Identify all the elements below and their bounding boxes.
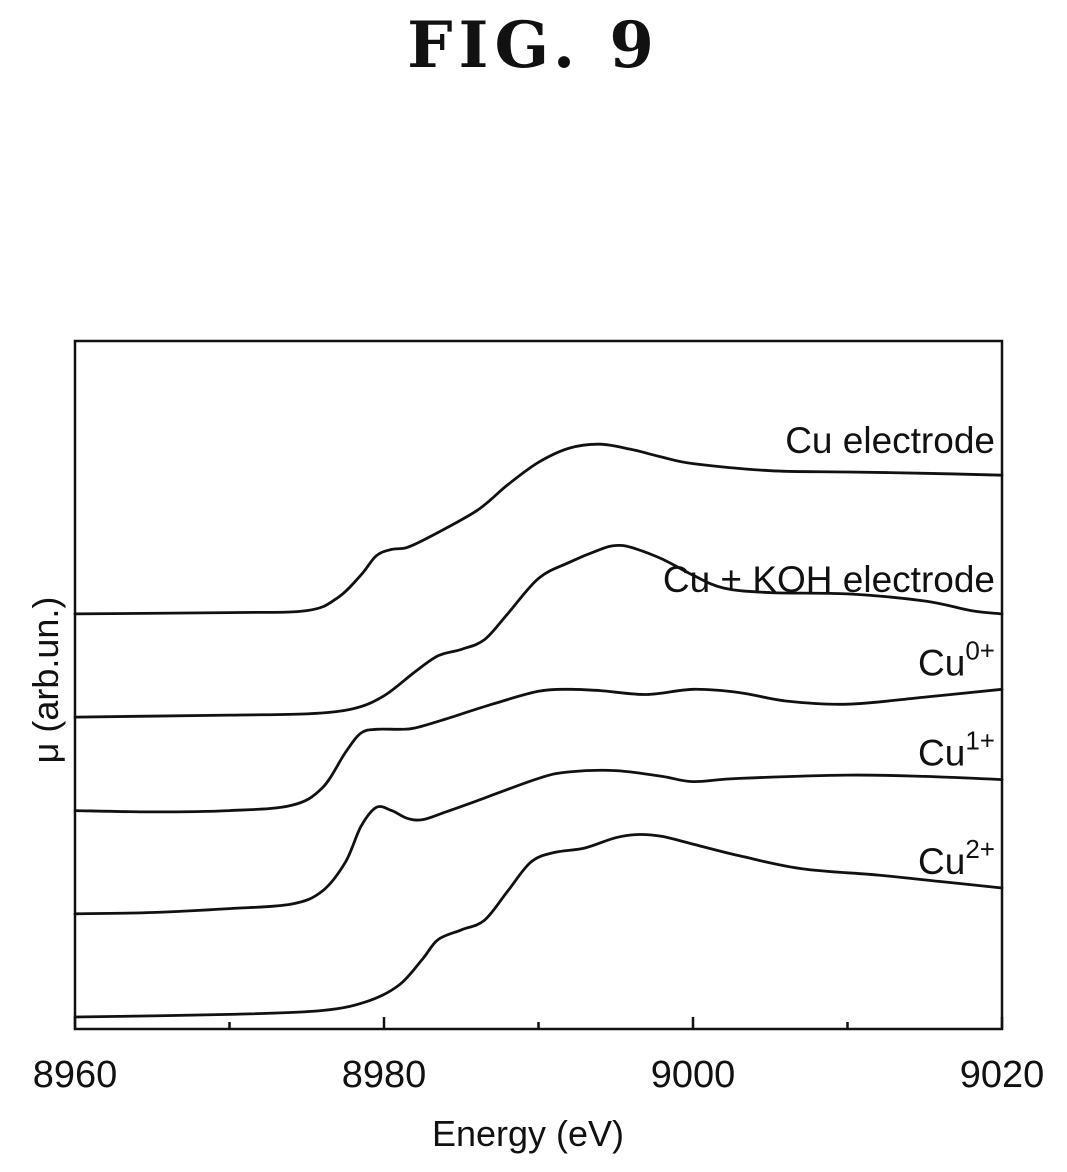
series-line [73,687,1004,814]
series-label-base: Cu [918,642,965,683]
y-axis-label: μ (arb.un.) [25,597,66,764]
series-label-base: Cu [918,733,965,774]
x-tick-label: 9000 [651,1054,736,1096]
series-label: Cu electrode [785,420,995,461]
x-axis-label: Energy (eV) [432,1113,624,1154]
series-label: Cu2+ [918,834,995,882]
series-line [73,442,1004,616]
x-tick-label: 9020 [960,1054,1045,1096]
series-label-superscript: 1+ [965,726,995,756]
series-label: Cu0+ [918,635,995,683]
series-line [73,833,1004,1019]
figure-label: FIG. 9 [407,8,660,83]
x-tick-label: 8980 [342,1054,427,1096]
series-label-superscript: 0+ [965,635,995,665]
series-line [73,543,1004,719]
series-line [73,768,1004,916]
series-label-superscript: 2+ [965,834,995,864]
series-label-base: Cu [918,841,965,882]
series-label-base: Cu + KOH electrode [663,559,995,600]
x-tick-label: 8960 [33,1054,118,1096]
series-label: Cu + KOH electrode [663,559,995,600]
series-label: Cu1+ [918,726,995,774]
series-label-base: Cu electrode [785,420,995,461]
